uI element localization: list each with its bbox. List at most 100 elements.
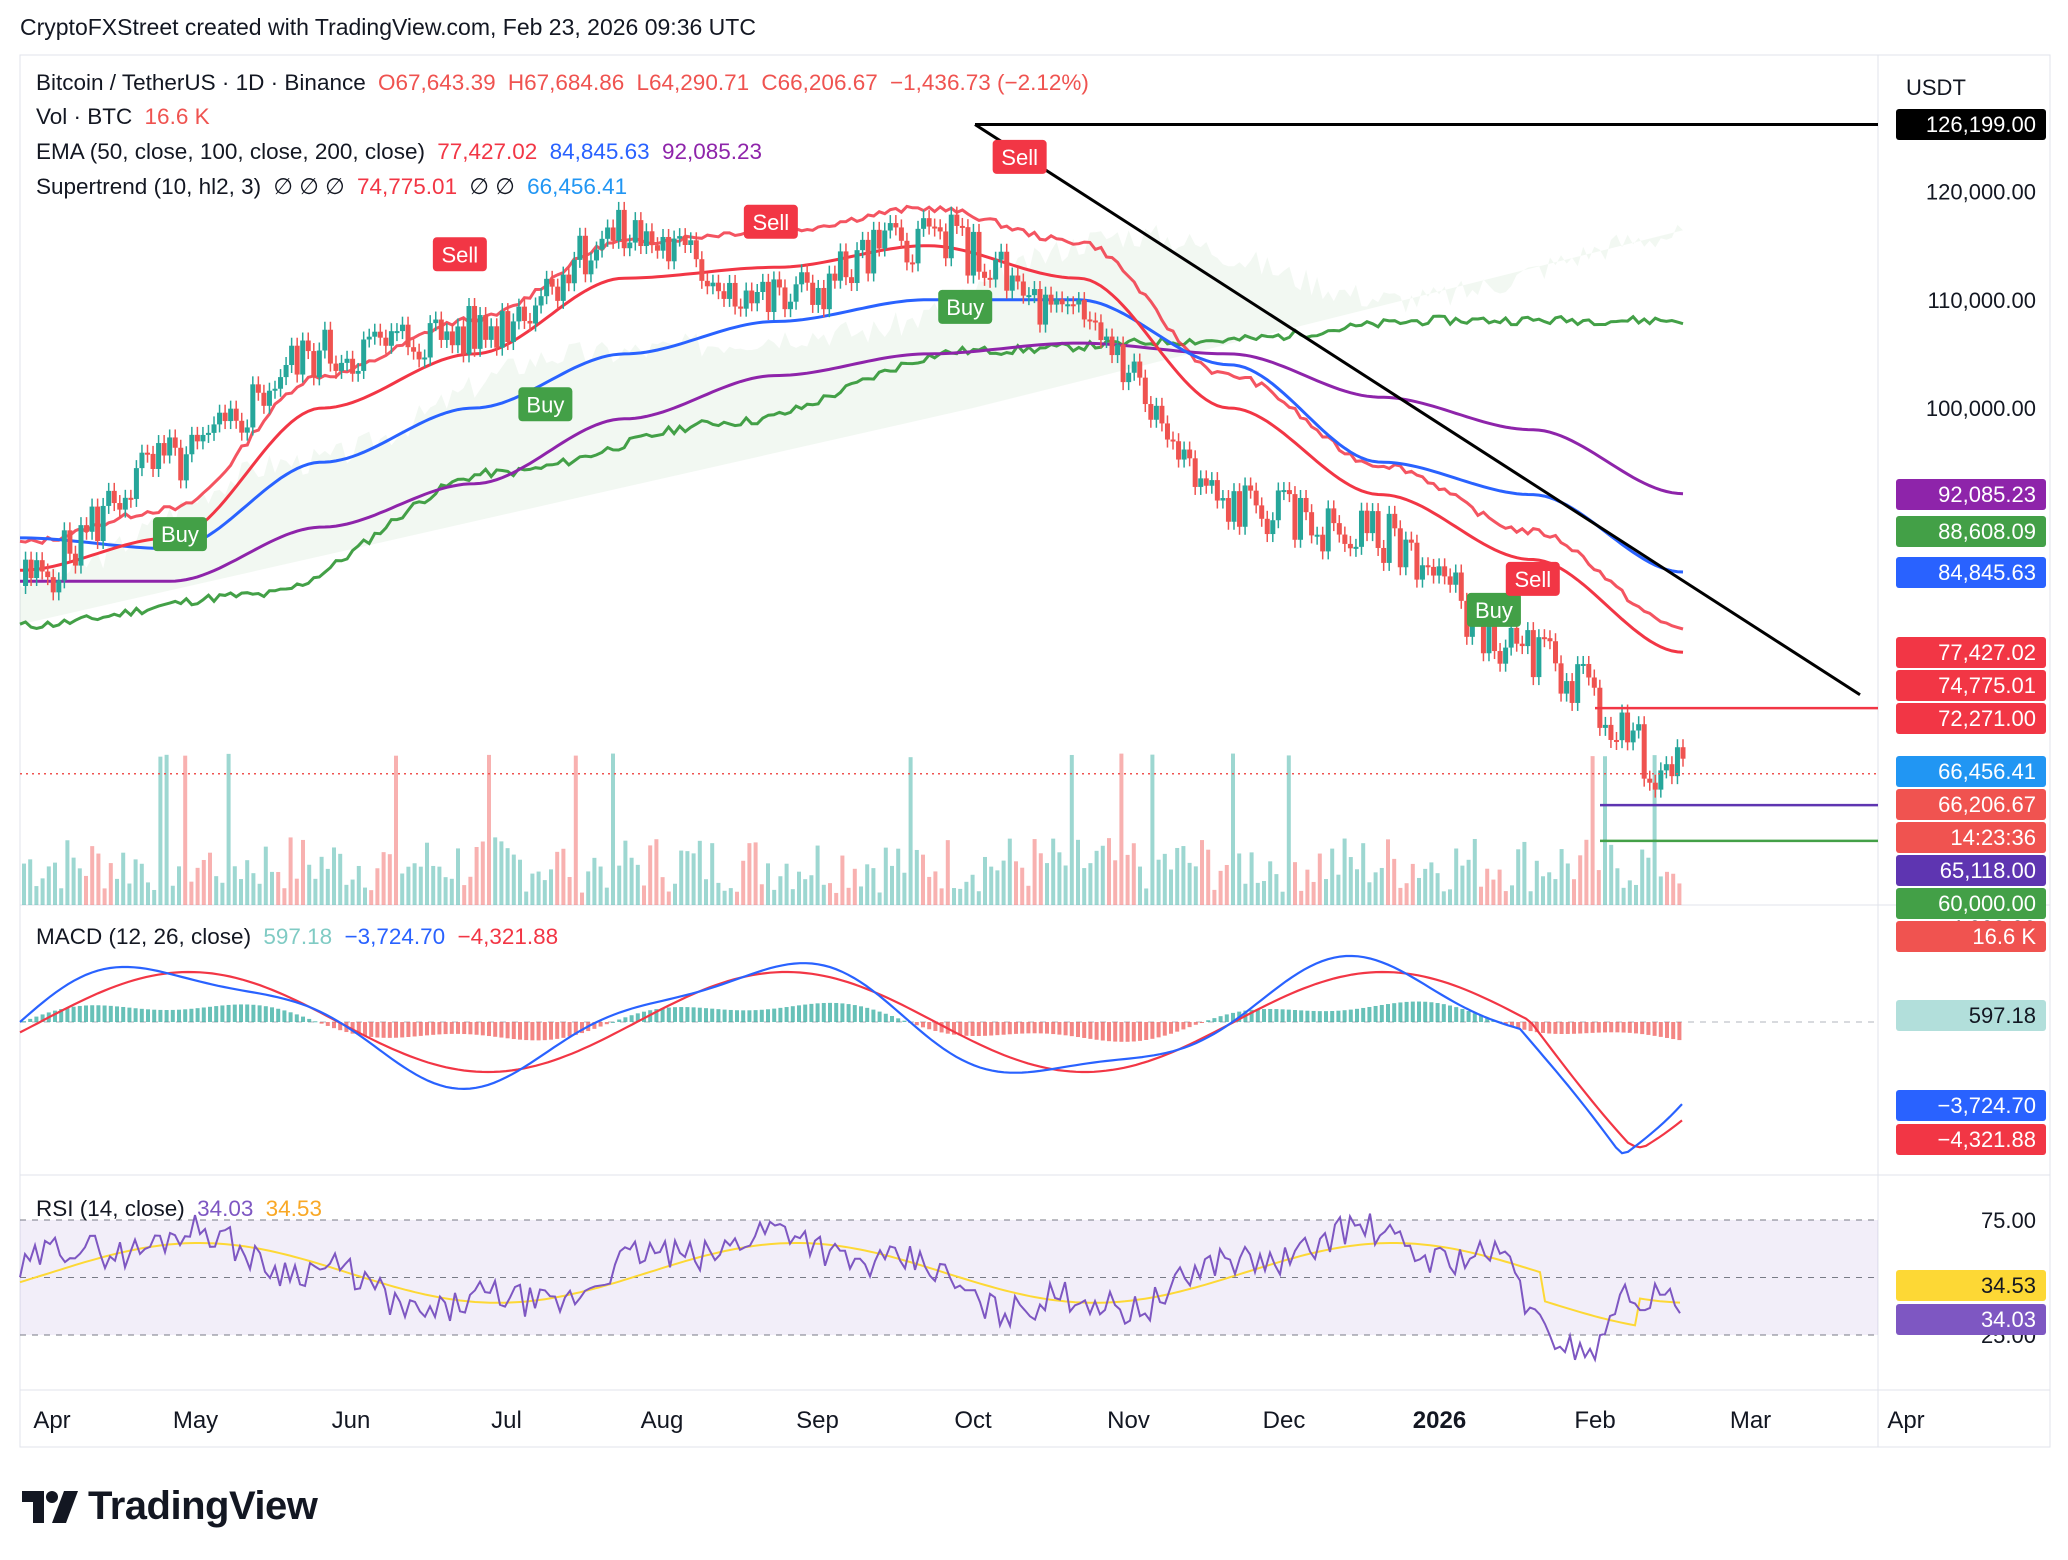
legend-vol-label[interactable]: Vol · BTC xyxy=(36,104,132,129)
volume-bar xyxy=(121,853,125,905)
candle-body xyxy=(921,218,926,229)
volume-bar xyxy=(754,842,758,905)
candle-body xyxy=(943,231,948,258)
legend-rsi-label[interactable]: RSI (14, close) xyxy=(36,1196,185,1221)
volume-bar xyxy=(276,872,280,905)
macd-hist-bar xyxy=(1132,1022,1136,1041)
candle-body xyxy=(356,371,361,374)
candle-body xyxy=(871,230,876,274)
macd-hist-bar xyxy=(667,1008,671,1022)
volume-bar xyxy=(1386,839,1390,905)
time-tick: Sep xyxy=(796,1407,839,1434)
candle-body xyxy=(722,291,727,299)
price-label: 74,775.01 xyxy=(1896,670,2046,701)
signal-sell-label: Sell xyxy=(1001,145,1038,170)
volume-bar xyxy=(698,841,702,905)
candle-body xyxy=(954,215,959,226)
candle-body xyxy=(805,272,810,282)
candle-body xyxy=(428,323,433,357)
volume-bar xyxy=(568,877,572,905)
candle-body xyxy=(766,282,771,312)
volume-bar xyxy=(1392,859,1396,905)
candle-body xyxy=(1010,276,1015,291)
macd-hist-bar xyxy=(1200,1022,1204,1023)
volume-bar xyxy=(1070,755,1074,905)
volume-bar xyxy=(1411,864,1415,905)
macd-hist-bar xyxy=(165,1010,169,1022)
macd-hist-bar xyxy=(1349,1010,1353,1022)
volume-bar xyxy=(524,892,528,905)
candle-body xyxy=(345,359,350,363)
volume-bar xyxy=(648,845,652,905)
candle-body xyxy=(1442,566,1447,576)
candle-body xyxy=(1592,677,1597,687)
candle-body xyxy=(1420,565,1425,579)
macd-hist-bar xyxy=(1448,1006,1452,1022)
candle-body xyxy=(394,331,399,333)
candle-body xyxy=(489,326,494,340)
volume-bar xyxy=(530,874,534,905)
volume-bar xyxy=(704,879,708,905)
volume-bar xyxy=(282,888,286,905)
candle-body xyxy=(267,391,272,406)
candle-body xyxy=(960,226,965,228)
legend-macd-line: −3,724.70 xyxy=(344,924,445,949)
candle-body xyxy=(1387,514,1392,563)
candle-body xyxy=(893,223,898,227)
macd-hist-bar xyxy=(543,1022,547,1040)
tradingview-logo[interactable]: TradingView xyxy=(22,1484,317,1529)
volume-bar xyxy=(59,888,63,905)
macd-hist-bar xyxy=(413,1022,417,1036)
macd-hist-bar xyxy=(816,1003,820,1022)
candle-body xyxy=(1503,648,1508,664)
candle-body xyxy=(106,491,111,506)
legend-macd-label[interactable]: MACD (12, 26, close) xyxy=(36,924,251,949)
volume-bar xyxy=(871,868,875,905)
price-label: 77,427.02 xyxy=(1896,637,2046,668)
legend-ema200: 92,085.23 xyxy=(662,139,762,164)
candle-body xyxy=(816,288,821,305)
candle-body xyxy=(455,326,460,345)
legend-st-label[interactable]: Supertrend (10, hl2, 3) xyxy=(36,174,261,199)
legend-ema-label[interactable]: EMA (50, close, 100, close, 200, close) xyxy=(36,139,425,164)
macd-hist-bar xyxy=(1411,1002,1415,1022)
volume-bar xyxy=(828,883,832,905)
legend-ema: EMA (50, close, 100, close, 200, close) … xyxy=(36,139,768,165)
macd-hist-bar xyxy=(1281,1009,1285,1022)
macd-hist-bar xyxy=(1572,1022,1576,1034)
volume-bar xyxy=(1293,862,1297,905)
volume-bar xyxy=(301,840,305,905)
candle-body xyxy=(250,384,255,427)
macd-hist-bar xyxy=(1634,1022,1638,1033)
candle-body xyxy=(1104,337,1109,340)
candle-body xyxy=(1148,404,1153,420)
candle-body xyxy=(550,279,555,287)
macd-hist-bar xyxy=(1541,1022,1545,1033)
candle-body xyxy=(123,498,128,510)
currency-label[interactable]: USDT xyxy=(1906,75,1966,101)
macd-hist-bar xyxy=(493,1022,497,1037)
candle-body xyxy=(605,227,610,238)
legend-symbol[interactable]: Bitcoin / TetherUS · 1D · Binance xyxy=(36,70,366,95)
macd-label: −3,724.70 xyxy=(1896,1090,2046,1121)
candle-body xyxy=(661,237,666,251)
macd-hist-bar xyxy=(865,1008,869,1022)
macd-hist-bar xyxy=(797,1005,801,1022)
candle-body xyxy=(899,227,904,240)
legend-supertrend: Supertrend (10, hl2, 3) ∅ ∅ ∅ 74,775.01 … xyxy=(36,174,633,200)
volume-bar xyxy=(778,876,782,905)
price-label: 72,271.00 xyxy=(1896,703,2046,734)
candle-body xyxy=(1298,498,1303,540)
macd-hist-bar xyxy=(487,1022,491,1036)
candle-body xyxy=(134,468,139,499)
candle-body xyxy=(749,291,754,304)
macd-hist-bar xyxy=(65,1008,69,1022)
volume-bar xyxy=(65,840,69,905)
candle-body xyxy=(40,560,45,571)
candle-body xyxy=(478,315,483,349)
candle-body xyxy=(1021,281,1026,295)
volume-bar xyxy=(1454,849,1458,905)
candle-body xyxy=(195,435,200,442)
candle-body xyxy=(916,229,921,264)
